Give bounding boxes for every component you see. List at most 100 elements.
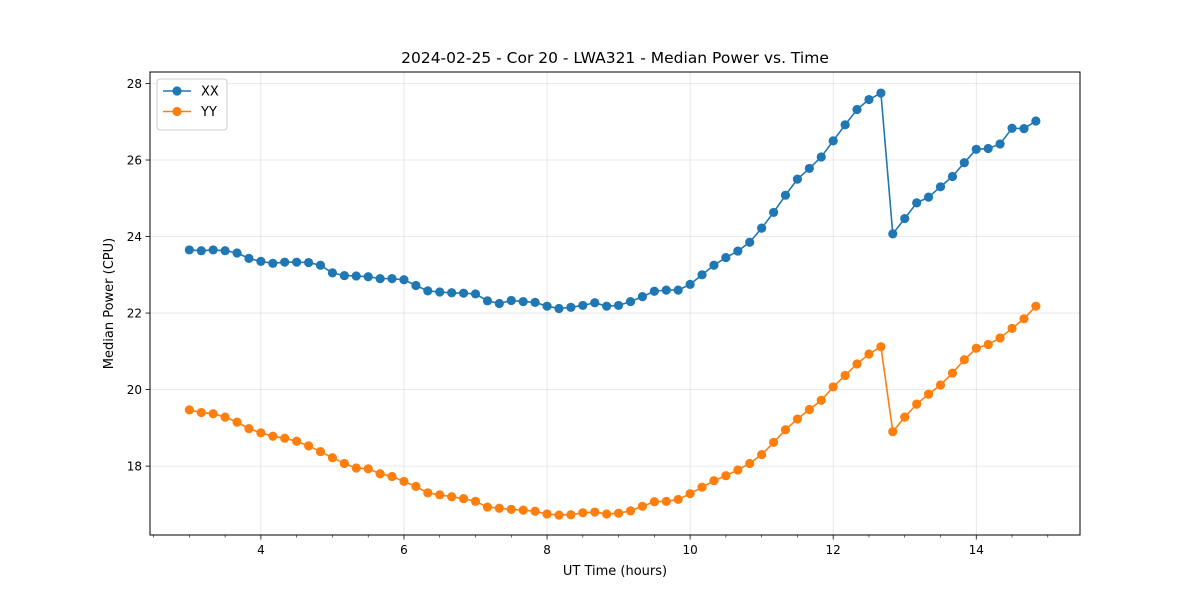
series-xx [184, 88, 1041, 314]
data-point-yy [959, 355, 969, 365]
data-point-xx [458, 288, 469, 298]
data-point-yy [888, 427, 898, 437]
data-point-xx [959, 158, 969, 168]
data-point-xx [804, 163, 814, 174]
data-point-yy [554, 510, 564, 520]
data-point-xx [196, 246, 206, 256]
data-point-yy [530, 506, 540, 516]
data-point-yy [363, 464, 373, 474]
data-point-yy [482, 502, 493, 512]
data-point-yy [685, 489, 695, 499]
data-point-yy [733, 465, 743, 475]
data-point-yy [411, 481, 421, 492]
data-point-yy [804, 404, 814, 415]
data-point-xx [697, 270, 707, 280]
data-point-yy [613, 508, 624, 518]
data-point-xx [769, 207, 779, 218]
data-point-yy [208, 409, 218, 419]
legend: XX YY [156, 78, 228, 131]
data-point-xx [482, 296, 493, 306]
data-point-xx [1031, 116, 1041, 126]
data-point-yy [637, 501, 647, 511]
data-point-xx [435, 287, 445, 297]
data-point-xx [184, 245, 194, 255]
data-point-yy [375, 469, 385, 479]
data-point-yy [995, 333, 1005, 343]
data-point-xx [268, 258, 278, 268]
data-point-yy [947, 368, 958, 378]
data-point-yy [780, 425, 791, 435]
data-point-yy [745, 458, 755, 469]
legend-item-yy: YY [163, 105, 217, 120]
data-point-xx [351, 271, 361, 281]
data-point-xx [947, 171, 958, 182]
chart-title: 2024-02-25 - Cor 20 - LWA321 - Median Po… [401, 49, 829, 67]
data-point-yy [697, 482, 707, 492]
data-point-yy [923, 389, 934, 399]
data-point-xx [935, 182, 946, 192]
data-point-yy [244, 424, 254, 434]
data-point-yy [351, 463, 361, 473]
data-point-xx [470, 289, 481, 299]
data-point-xx [625, 296, 636, 307]
data-point-xx [649, 286, 659, 296]
data-point-xx [816, 152, 826, 162]
y-tick-label: 26 [127, 153, 142, 167]
data-point-xx [327, 268, 338, 278]
data-point-xx [292, 257, 302, 267]
data-point-xx [518, 296, 528, 307]
data-point-yy [709, 476, 719, 486]
legend-label-yy: YY [200, 105, 217, 120]
data-point-xx [554, 303, 564, 314]
data-point-xx [1019, 124, 1029, 134]
data-point-xx [852, 104, 862, 115]
data-point-yy [721, 471, 731, 481]
data-point-xx [506, 295, 516, 306]
data-point-yy [268, 431, 278, 441]
x-tick-label: 12 [826, 543, 841, 557]
data-point-yy [673, 494, 683, 505]
data-point-yy [184, 405, 194, 415]
y-tick-label: 24 [127, 230, 142, 244]
y-tick-label: 22 [127, 306, 142, 320]
data-point-xx [232, 248, 242, 258]
data-point-xx [864, 94, 874, 105]
data-point-yy [876, 342, 886, 352]
legend-marker-xx [172, 86, 182, 96]
data-point-xx [315, 260, 326, 270]
data-point-yy [828, 382, 838, 392]
x-tick-label: 14 [969, 543, 984, 557]
data-point-xx [578, 300, 588, 311]
data-point-xx [637, 292, 647, 302]
data-point-xx [363, 272, 373, 282]
plot-area-frame [149, 71, 1081, 536]
data-point-yy [423, 488, 433, 498]
data-point-yy [578, 508, 588, 518]
data-point-xx [387, 274, 397, 284]
data-point-xx [780, 190, 791, 200]
data-point-xx [494, 298, 504, 309]
data-point-xx [828, 136, 838, 146]
data-point-yy [339, 458, 349, 469]
data-point-xx [304, 257, 314, 268]
data-point-yy [1019, 314, 1029, 324]
data-point-xx [745, 237, 755, 247]
y-axis-label: Median Power (CPU) [102, 238, 117, 369]
data-point-yy [506, 504, 516, 514]
data-point-xx [983, 143, 993, 154]
data-point-xx [923, 192, 934, 202]
data-point-xx [590, 298, 600, 308]
data-point-yy [566, 510, 576, 520]
data-point-yy [518, 505, 528, 515]
data-point-xx [971, 144, 981, 154]
x-axis: 4 6 8 10 12 14 [153, 535, 1049, 557]
y-tick-label: 20 [127, 383, 142, 397]
data-point-yy [792, 414, 803, 424]
data-point-xx [685, 279, 695, 289]
data-point-yy [602, 509, 612, 519]
data-point-xx [721, 252, 731, 263]
data-point-xx [256, 256, 266, 267]
data-point-yy [935, 380, 946, 390]
data-point-yy [971, 343, 981, 353]
